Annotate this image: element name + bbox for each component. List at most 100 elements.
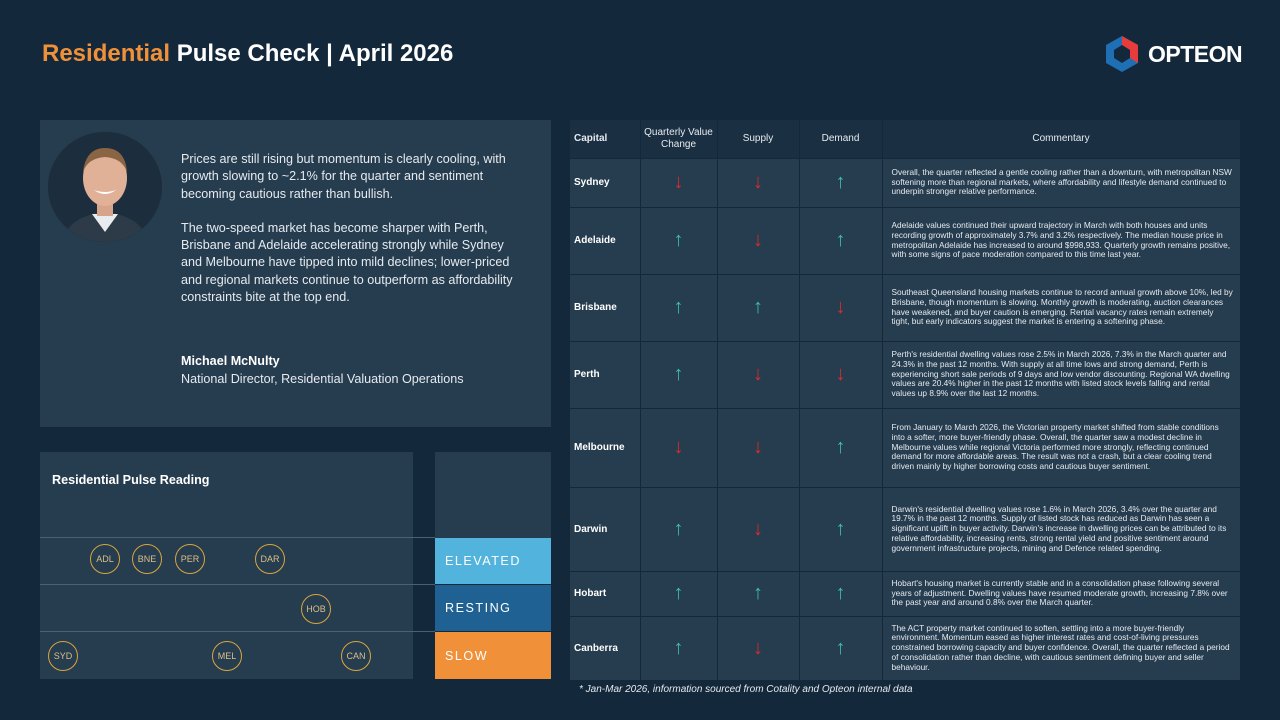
arrow-down-icon: ↓	[753, 363, 763, 385]
table-row: Adelaide ↑ ↓ ↑ Adelaide values continued the…	[570, 207, 1241, 275]
commentary-text: Adelaide values continued their upward t…	[882, 207, 1241, 275]
capital-name: Sydney	[570, 158, 641, 208]
city-badge-bne: BNE	[132, 544, 162, 574]
level-elevated: ELEVATED	[435, 538, 551, 584]
arrow-down-icon: ↓	[673, 436, 684, 458]
commentary-text: Southeast Queensland housing markets con…	[882, 274, 1241, 342]
table-row: Perth ↑ ↓ ↓ Perth's residential dwelling val…	[570, 341, 1241, 409]
table-row: Darwin ↑ ↓ ↑ Darwin's residential dwelling v…	[570, 487, 1241, 572]
header-demand: Demand	[799, 120, 883, 159]
demand-cell: ↓	[799, 341, 883, 409]
city-badge-can: CAN	[341, 641, 371, 671]
arrow-down-icon: ↓	[753, 517, 763, 540]
arrow-up-icon: ↑	[835, 517, 846, 540]
capital-name: Melbourne	[570, 408, 641, 488]
arrow-up-icon: ↑	[835, 229, 846, 251]
quote-panel: Prices are still rising but momentum is …	[40, 120, 551, 427]
page-title-rest: Pulse Check | April 2026	[170, 40, 454, 67]
demand-cell: ↑	[799, 408, 883, 488]
table-row: Canberra ↑ ↓ ↑ The ACT property market conti…	[570, 616, 1241, 681]
table-row: Melbourne ↓ ↓ ↑ From January to March 2026, …	[570, 408, 1241, 488]
city-badge-adl: ADL	[90, 544, 120, 574]
supply-cell: ↓	[717, 616, 800, 681]
demand-cell: ↓	[799, 274, 883, 342]
capital-name: Perth	[570, 341, 641, 409]
value-cell: ↑	[640, 571, 718, 617]
capital-name: Canberra	[570, 616, 641, 681]
commentary-text: Overall, the quarter reflected a gentle …	[882, 158, 1241, 208]
arrow-down-icon: ↓	[835, 363, 846, 385]
pulse-reading-title: Residential Pulse Reading	[52, 473, 210, 487]
supply-cell: ↓	[717, 341, 800, 409]
author-name: Michael McNulty	[181, 354, 280, 368]
commentary-text: The ACT property market continued to sof…	[882, 616, 1241, 681]
capital-name: Adelaide	[570, 207, 641, 275]
arrow-up-icon: ↑	[673, 636, 684, 659]
arrow-down-icon: ↓	[673, 171, 684, 193]
arrow-down-icon: ↓	[753, 229, 763, 251]
author-role: National Director, Residential Valuation…	[181, 372, 464, 386]
city-badge-per: PER	[175, 544, 205, 574]
supply-cell: ↓	[717, 158, 800, 208]
demand-cell: ↑	[799, 158, 883, 208]
city-badge-dar: DAR	[255, 544, 285, 574]
arrow-down-icon: ↓	[753, 636, 763, 659]
table-row: Hobart ↑ ↑ ↑ Hobart's housing market is curr…	[570, 571, 1241, 617]
supply-cell: ↓	[717, 408, 800, 488]
page-title: Residential Pulse Check | April 2026	[42, 40, 453, 68]
capital-name: Hobart	[570, 571, 641, 617]
value-cell: ↓	[640, 408, 718, 488]
arrow-down-icon: ↓	[835, 296, 846, 318]
pulse-divider	[40, 584, 435, 585]
arrow-up-icon: ↑	[753, 296, 763, 318]
value-cell: ↑	[640, 274, 718, 342]
table-row: Sydney ↓ ↓ ↑ Overall, the quarter reflected …	[570, 158, 1241, 208]
arrow-up-icon: ↑	[835, 436, 846, 458]
supply-cell: ↑	[717, 571, 800, 617]
demand-cell: ↑	[799, 207, 883, 275]
table-row: Brisbane ↑ ↑ ↓ Southeast Queensland housing …	[570, 274, 1241, 342]
demand-cell: ↑	[799, 487, 883, 572]
arrow-down-icon: ↓	[753, 171, 763, 193]
arrow-up-icon: ↑	[753, 582, 763, 604]
pulse-reading-side-panel	[435, 452, 551, 538]
arrow-down-icon: ↓	[753, 436, 763, 458]
arrow-up-icon: ↑	[835, 582, 846, 604]
arrow-up-icon: ↑	[835, 636, 846, 659]
value-cell: ↑	[640, 207, 718, 275]
value-cell: ↑	[640, 616, 718, 681]
avatar	[48, 132, 162, 242]
brand-logo-text: OPTEON	[1148, 40, 1243, 67]
level-slow: SLOW	[435, 632, 551, 679]
pulse-divider	[40, 537, 435, 538]
header-capital: Capital	[570, 120, 641, 159]
demand-cell: ↑	[799, 616, 883, 681]
capital-city-table: Capital Quarterly Value Change Supply De…	[570, 120, 1241, 681]
opteon-hexagon-logo-icon	[1106, 36, 1138, 72]
arrow-up-icon: ↑	[673, 363, 684, 385]
capital-name: Darwin	[570, 487, 641, 572]
level-resting: RESTING	[435, 585, 551, 631]
header-quarterly-value-change: Quarterly Value Change	[640, 120, 718, 159]
value-cell: ↓	[640, 158, 718, 208]
value-cell: ↑	[640, 487, 718, 572]
table-header-row: Capital Quarterly Value Change Supply De…	[570, 120, 1241, 159]
demand-cell: ↑	[799, 571, 883, 617]
supply-cell: ↓	[717, 487, 800, 572]
quote-paragraph-2: The two-speed market has become sharper …	[181, 220, 513, 305]
page-title-accent: Residential	[42, 40, 171, 67]
arrow-up-icon: ↑	[673, 229, 684, 251]
commentary-text: Darwin's residential dwelling values ros…	[882, 487, 1241, 572]
quote-text: Prices are still rising but momentum is …	[181, 151, 513, 323]
commentary-text: From January to March 2026, the Victoria…	[882, 408, 1241, 488]
city-badge-hob: HOB	[301, 594, 331, 624]
arrow-up-icon: ↑	[835, 171, 846, 193]
brand-logo: OPTEON	[1102, 34, 1243, 74]
commentary-text: Perth's residential dwelling values rose…	[882, 341, 1241, 409]
commentary-text: Hobart's housing market is currently sta…	[882, 571, 1241, 617]
supply-cell: ↓	[717, 207, 800, 275]
header-supply: Supply	[717, 120, 800, 159]
quote-paragraph-1: Prices are still rising but momentum is …	[181, 152, 506, 201]
header-commentary: Commentary	[882, 120, 1241, 159]
supply-cell: ↑	[717, 274, 800, 342]
